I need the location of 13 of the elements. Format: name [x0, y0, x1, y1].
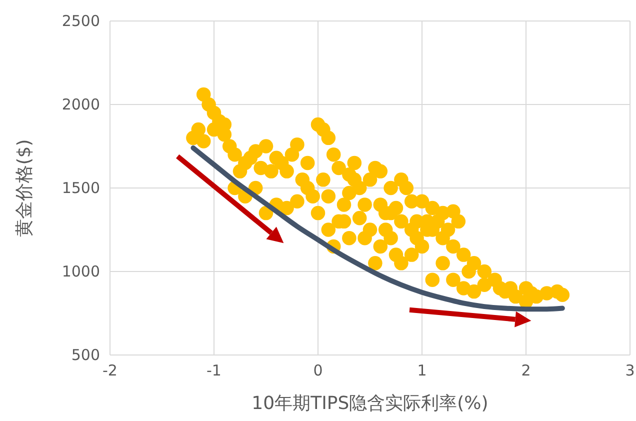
x-axis-title: 10年期TIPS隐含实际利率(%)	[252, 393, 488, 414]
y-axis-title: 黄金价格($)	[14, 139, 35, 237]
y-tick-label: 1500	[62, 178, 100, 197]
x-tick-label: -1	[206, 362, 222, 380]
x-tick-label: 1	[417, 362, 427, 380]
x-tick-label: 2	[521, 362, 531, 380]
y-tick-label: 1000	[62, 262, 100, 280]
y-tick-label: 2500	[62, 12, 100, 30]
x-tick-label: 3	[625, 362, 635, 380]
y-tick-label: 2000	[62, 95, 100, 114]
x-tick-label: 0	[313, 362, 323, 380]
y-tick-label: 500	[71, 346, 100, 364]
x-tick-label: -2	[102, 362, 118, 380]
